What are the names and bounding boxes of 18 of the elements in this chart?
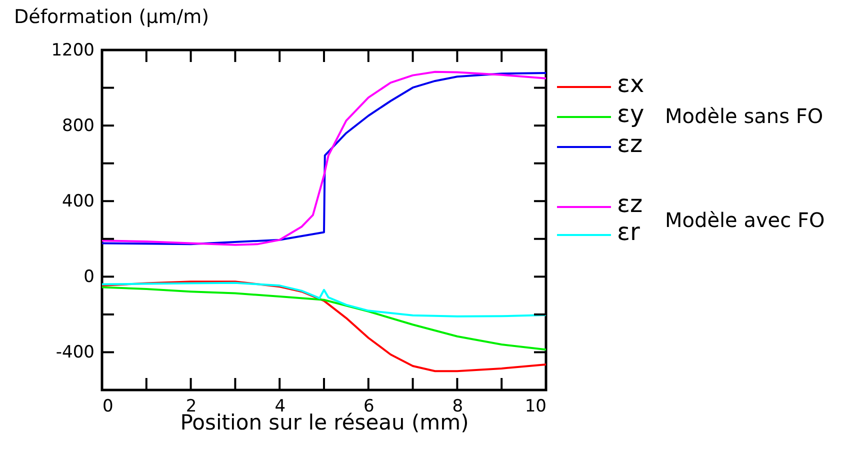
x-tick-label: 10 bbox=[524, 396, 546, 416]
y-tick-label: 0 bbox=[84, 267, 94, 288]
x-tick-label: 0 bbox=[102, 396, 114, 416]
line-series bbox=[102, 280, 546, 372]
line-series bbox=[102, 286, 546, 351]
y-tick-label: 1200 bbox=[51, 40, 94, 60]
legend-label: εz bbox=[617, 190, 643, 218]
y-tick-label: -400 bbox=[56, 342, 94, 363]
legend-label: εy bbox=[617, 100, 644, 128]
y-tick-label: 800 bbox=[62, 116, 94, 136]
y-tick-label: 400 bbox=[62, 192, 94, 212]
line-series bbox=[102, 282, 546, 318]
text: Modèle avec FO bbox=[665, 208, 825, 232]
y-axis-title: Déformation (µm/m) bbox=[14, 6, 210, 28]
legend-label: εz bbox=[617, 130, 643, 158]
legend-label: εr bbox=[617, 218, 640, 246]
text: Modèle sans FO bbox=[665, 104, 824, 128]
legend-label: εx bbox=[617, 70, 644, 98]
